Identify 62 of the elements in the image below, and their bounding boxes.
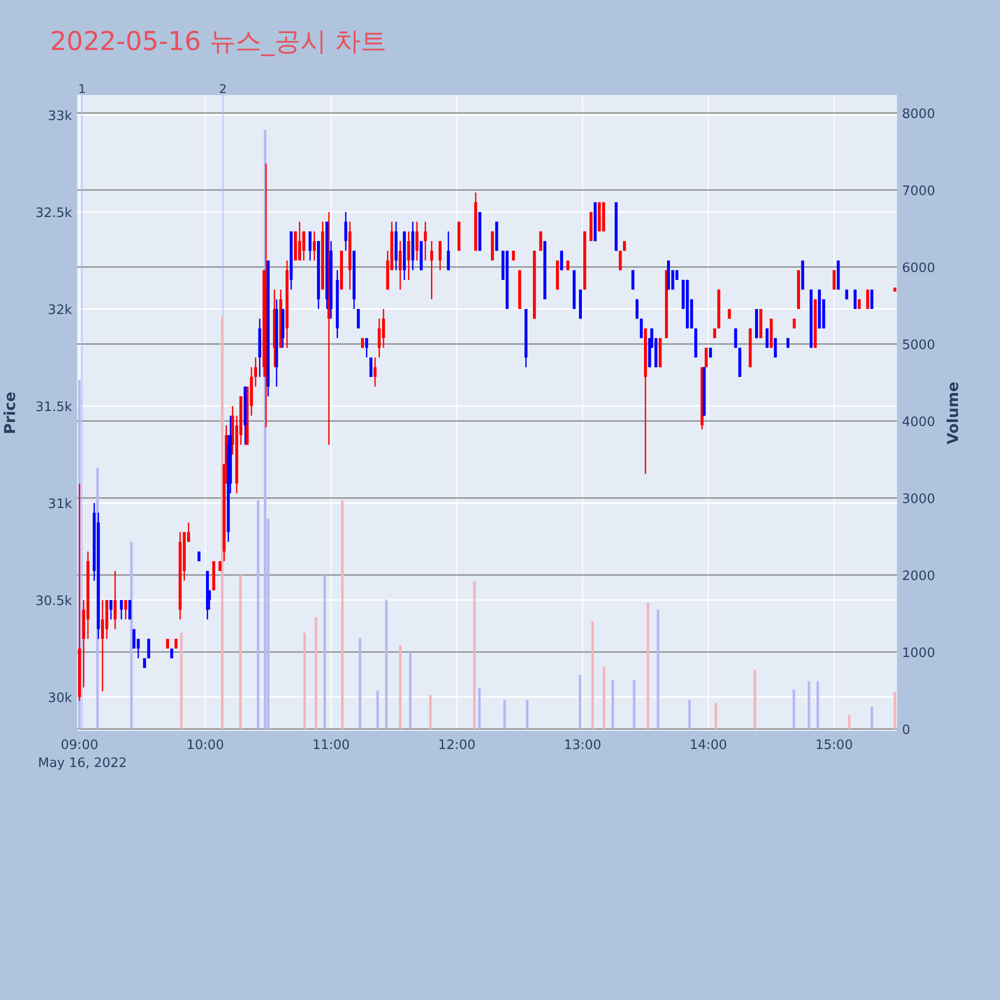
x-tick-label: 12:00 — [438, 738, 476, 753]
y-tick-label: 31k — [48, 497, 72, 512]
bar — [870, 706, 874, 729]
bar — [714, 702, 718, 729]
bar — [526, 700, 529, 729]
bar — [324, 575, 326, 729]
chart-title: 2022-05-16 뉴스_공시 차트 — [50, 27, 387, 57]
x-tick-label: 09:00 — [60, 738, 98, 753]
x-tick-label: 14:00 — [690, 738, 728, 753]
annotation: 2 — [219, 82, 227, 96]
bar — [808, 681, 810, 729]
bar — [376, 690, 379, 729]
y2-tick-label: 0 — [902, 723, 910, 738]
bar — [429, 695, 432, 729]
y-axis-title: Price — [1, 392, 19, 434]
bar — [478, 688, 481, 729]
y-tick-label: 31.5k — [36, 400, 72, 416]
bar — [848, 715, 850, 729]
bar — [314, 617, 318, 729]
y2-tick-label: 4000 — [902, 415, 936, 430]
y2-tick-label: 8000 — [902, 107, 936, 122]
bar — [473, 581, 476, 729]
bar — [256, 500, 260, 729]
y-tick-label: 32.5k — [36, 206, 72, 221]
bar — [591, 621, 594, 729]
x-tick-label: 13:00 — [564, 738, 602, 753]
bar — [656, 610, 660, 729]
y2-tick-label: 6000 — [902, 261, 936, 276]
y2-tick-label: 3000 — [902, 492, 936, 508]
annotation: 1 — [78, 82, 86, 96]
bar — [341, 500, 344, 729]
bar — [578, 675, 582, 729]
bar — [303, 632, 306, 729]
bar — [612, 680, 614, 729]
bar — [754, 670, 756, 729]
y-tick-label: 30.5k — [36, 594, 72, 610]
y-tick-label: 30k — [48, 691, 72, 706]
y2-tick-label: 1000 — [902, 646, 936, 661]
bar — [688, 700, 691, 729]
bar — [398, 645, 402, 729]
bar — [646, 602, 650, 729]
bar — [180, 632, 183, 729]
x-tick-label: 15:00 — [815, 738, 853, 753]
bar — [894, 692, 896, 729]
x-tick-label: 10:00 — [186, 738, 224, 753]
x-tick-label: 11:00 — [312, 738, 350, 753]
bar — [602, 666, 606, 729]
y2-tick-label: 7000 — [902, 184, 936, 200]
y2-axis-title: Volume — [944, 382, 962, 444]
bar — [358, 638, 362, 729]
bar — [816, 681, 820, 729]
bar — [385, 600, 388, 729]
y-tick-label: 33k — [48, 108, 72, 124]
bar — [792, 690, 796, 729]
bar — [239, 575, 242, 729]
bar — [503, 700, 506, 729]
bar — [632, 680, 636, 729]
y2-tick-label: 2000 — [902, 569, 936, 584]
bar — [409, 652, 412, 729]
text: May 16, 2022 — [38, 756, 127, 771]
y2-tick-label: 5000 — [902, 338, 936, 354]
y-tick-label: 32k — [48, 303, 72, 318]
